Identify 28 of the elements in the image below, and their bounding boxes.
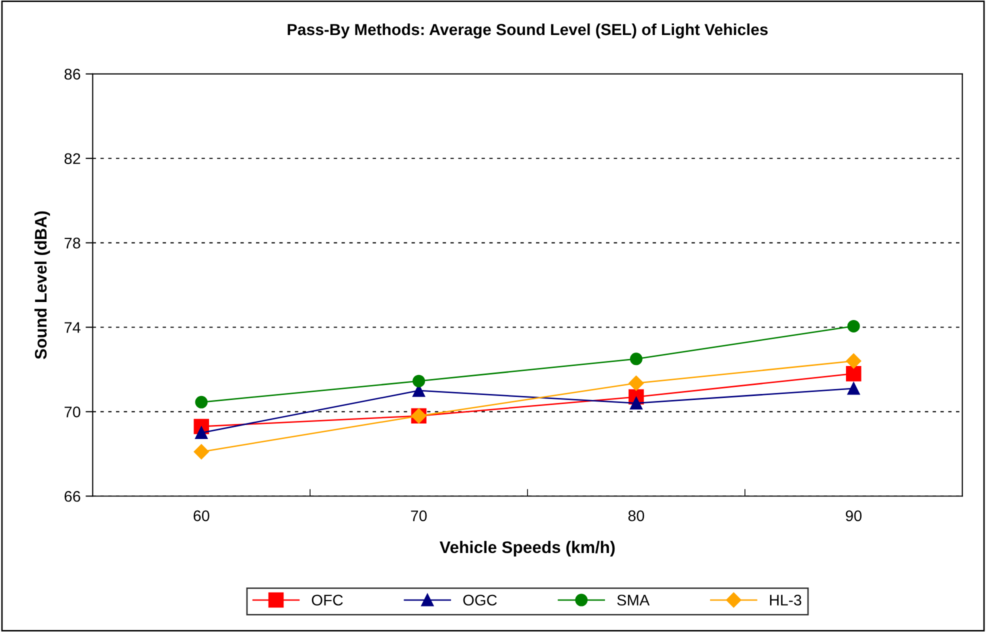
y-tick-label: 74 — [64, 322, 80, 333]
y-axis-title: Sound Level (dBA) — [34, 211, 50, 360]
point — [847, 382, 860, 395]
point — [847, 320, 860, 332]
legend-label: OFC — [312, 594, 343, 606]
y-tick-label: 70 — [64, 406, 80, 418]
legend-label: SMA — [617, 594, 650, 606]
point — [630, 396, 642, 410]
y-tick-label: 82 — [64, 153, 80, 164]
legend-label: HL-3 — [770, 594, 802, 606]
x-tick-label: 70 — [411, 510, 427, 522]
point — [195, 396, 208, 408]
x-tick-label: 90 — [846, 510, 862, 522]
y-tick-label: 86 — [64, 68, 80, 80]
point — [195, 426, 208, 440]
point — [628, 376, 644, 391]
point — [846, 353, 862, 369]
chart-title: Pass-By Methods: Average Sound Level (SEL) of Light Vehicles — [288, 23, 768, 38]
y-tick-label: 66 — [64, 490, 80, 502]
x-axis-title: Vehicle Speeds (km/h) — [440, 540, 615, 556]
legend-label: OGC — [463, 594, 497, 606]
x-tick-label: 60 — [194, 510, 210, 522]
point — [630, 352, 642, 366]
point — [846, 366, 862, 382]
point — [194, 444, 209, 460]
x-tick-label: 80 — [628, 510, 644, 522]
point — [412, 374, 426, 388]
y-tick-label: 78 — [64, 238, 80, 248]
